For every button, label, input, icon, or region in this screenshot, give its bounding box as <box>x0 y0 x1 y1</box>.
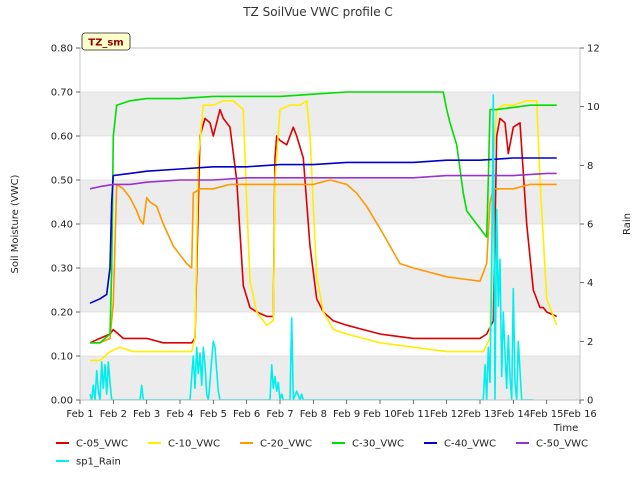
x-tick-label: Feb 1 <box>66 409 93 420</box>
series-c-40-vwc <box>89 157 557 304</box>
y-tick-label: 0.40 <box>51 220 73 231</box>
legend-label: C-20_VWC <box>260 439 312 450</box>
legend-item-sp1-rain: sp1_Rain <box>56 457 121 468</box>
y-tick-label: 0.00 <box>51 396 73 407</box>
legend-item-c-05-vwc: C-05_VWC <box>56 439 128 450</box>
y-right-tick-label: 2 <box>587 337 593 348</box>
band <box>80 356 580 400</box>
chart-title: TZ SoilVue VWC profile C <box>242 5 393 19</box>
plot-bands <box>80 47 580 401</box>
y-tick-label: 0.30 <box>51 264 73 275</box>
x-tick-label: Feb 2 <box>100 409 127 420</box>
legend-item-c-40-vwc: C-40_VWC <box>424 439 496 450</box>
x-axis-title: Time <box>553 423 578 434</box>
y-right-tick-label: 10 <box>587 102 600 113</box>
x-tick-label: Feb 16 <box>563 409 597 420</box>
legend-label: C-50_VWC <box>536 439 588 450</box>
y-tick-label: 0.50 <box>51 176 73 187</box>
series-c-30-vwc <box>90 91 557 344</box>
x-tick-label: Feb 15 <box>530 409 564 420</box>
y-tick-label: 0.60 <box>51 132 73 143</box>
legend-label: C-40_VWC <box>444 439 496 450</box>
y-tick-label: 0.70 <box>51 88 73 99</box>
tz-sm-badge: TZ_sm <box>81 32 131 51</box>
legend-label: C-10_VWC <box>168 439 220 450</box>
y-tick-label: 0.10 <box>51 352 73 363</box>
series-layer <box>89 91 558 400</box>
series-c-05-vwc <box>89 108 558 344</box>
axes: 0.00 0.10 0.20 0.30 0.40 0.50 0.60 0.70 0.80 0 2 4 6… <box>51 44 600 421</box>
y-right-axis-title: Rain <box>622 213 633 235</box>
y-right-tick-label: 6 <box>587 220 593 231</box>
x-tick-label: Feb 7 <box>266 409 293 420</box>
legend-label: sp1_Rain <box>76 457 121 468</box>
y-right-tick-label: 8 <box>587 161 593 172</box>
legend-item-c-20-vwc: C-20_VWC <box>240 439 312 450</box>
series-sp1-rain <box>89 94 534 400</box>
x-tick-label: Feb 14 <box>497 409 531 420</box>
x-tick-label: Feb 13 <box>463 409 497 420</box>
legend-label: C-05_VWC <box>76 439 128 450</box>
series-c-10-vwc <box>90 100 558 362</box>
x-tick-label: Feb 6 <box>233 409 260 420</box>
badge-box <box>81 32 131 51</box>
legend-item-c-30-vwc: C-30_VWC <box>332 439 404 450</box>
legend-item-c-10-vwc: C-10_VWC <box>148 439 220 450</box>
series-c-20-vwc <box>90 179 557 344</box>
legend-item-c-50-vwc: C-50_VWC <box>516 439 588 450</box>
legend: C-05_VWC C-10_VWC C-20_VWC C-30_VWC C-40_VWC… <box>56 439 588 468</box>
x-tick-label: Feb 8 <box>300 409 327 420</box>
x-tick-label: Feb 3 <box>133 409 160 420</box>
x-tick-label: Feb 11 <box>397 409 431 420</box>
series-c-50-vwc <box>89 172 557 190</box>
y-tick-label: 0.20 <box>51 308 73 319</box>
x-tick-label: Feb 5 <box>200 409 227 420</box>
band <box>80 180 580 224</box>
x-tick-label: Feb 12 <box>430 409 464 420</box>
x-tick-label: Feb 10 <box>363 409 397 420</box>
y-right-tick-label: 12 <box>587 44 600 55</box>
x-tick-label: Feb 9 <box>333 409 360 420</box>
y-axis-title: Soil Moisture (VWC) <box>10 174 21 273</box>
x-tick-label: Feb 4 <box>166 409 193 420</box>
y-right-tick-label: 0 <box>587 396 593 407</box>
y-right-tick-label: 4 <box>587 278 593 289</box>
y-tick-label: 0.80 <box>51 44 73 55</box>
band <box>80 268 580 312</box>
badge-label: TZ_sm <box>88 38 123 49</box>
legend-label: C-30_VWC <box>352 439 404 450</box>
